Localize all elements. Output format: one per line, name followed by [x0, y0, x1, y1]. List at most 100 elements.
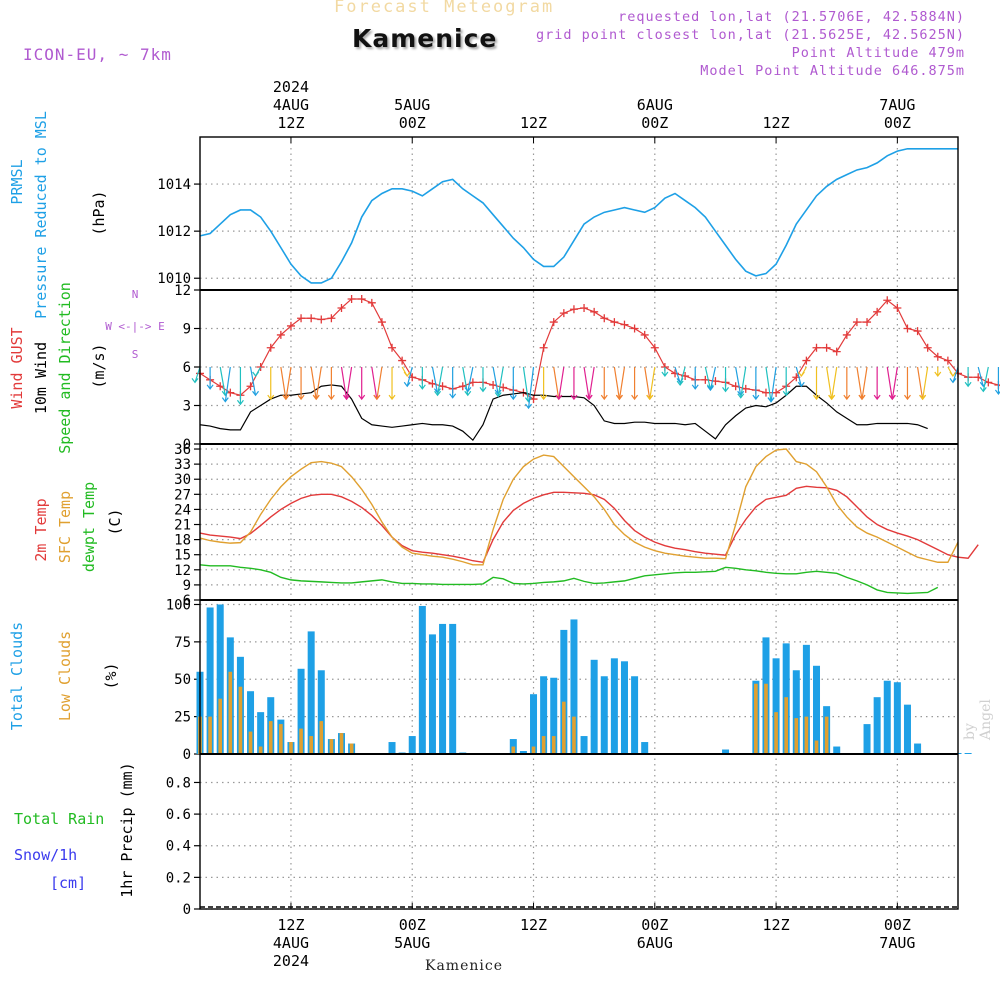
wind-arrow — [661, 367, 669, 377]
total-cloud-bar — [792, 670, 800, 754]
bottom-time-label: 7AUG — [879, 934, 915, 952]
wind-gust-point — [610, 318, 619, 327]
bottom-time-label: 12Z — [520, 916, 547, 934]
y-tick-label: 6 — [183, 593, 191, 609]
grid-point: grid point closest lon,lat (21.5625E, 42… — [535, 27, 965, 43]
model-altitude: Model Point Altitude 646.875m — [700, 63, 965, 79]
total-cloud-bar — [600, 676, 608, 754]
bottom-time-label: 00Z — [884, 916, 911, 934]
total-cloud-bar — [439, 623, 447, 754]
wind-arrow — [555, 366, 565, 401]
wind-gust-point — [307, 314, 316, 323]
wind-arrow — [886, 366, 896, 401]
wind-arrow — [782, 367, 790, 397]
total-cloud-bar — [873, 697, 881, 754]
wind-arrow — [994, 367, 1000, 395]
wind-gust-point — [377, 318, 386, 327]
low-cloud-bar — [319, 721, 324, 754]
pressure-unit-label: (hPa) — [90, 190, 108, 235]
total-cloud-bar — [580, 736, 588, 754]
wind-arrow — [418, 367, 426, 390]
total-cloud-bar — [772, 658, 780, 754]
bottom-location: Kamenice — [425, 958, 503, 974]
low-cloud-bar — [329, 739, 334, 754]
wind-speed-dir-label: Speed and Direction — [56, 282, 74, 454]
y-tick-label: 50 — [174, 672, 191, 688]
wind-gust-point — [458, 382, 467, 391]
y-tick-label: 27 — [174, 487, 191, 503]
wind-gust-point — [600, 314, 609, 323]
y-tick-label: 15 — [174, 548, 191, 564]
low-cloud-bar — [814, 740, 819, 754]
y-tick-label: 1014 — [157, 177, 191, 193]
temp-dewpt-label: dewpt Temp — [80, 482, 98, 572]
total-cloud-bar — [550, 677, 558, 754]
wind-gust-point — [590, 307, 599, 316]
panel-wind: 0 3 6 9 12 — [174, 283, 958, 453]
dewpt-temp-line — [199, 564, 939, 595]
y-tick-label: 0 — [183, 747, 191, 763]
total-cloud-bar — [610, 658, 618, 754]
top-time-label: 00Z — [641, 114, 668, 132]
wind-arrow — [267, 367, 275, 401]
top-time-label: 2024 — [273, 78, 309, 96]
y-tick-label: 18 — [174, 533, 191, 549]
wind-arrow — [704, 366, 714, 390]
y-tick-label: 12 — [174, 563, 191, 579]
wind-10m-label: 10m Wind — [32, 342, 50, 414]
wind-gust-point — [761, 388, 770, 397]
wind-arrow — [312, 366, 322, 401]
wind-arrow — [706, 366, 717, 392]
y-tick-label: 36 — [174, 442, 191, 458]
wind-arrow — [434, 366, 444, 397]
total-rain-label: Total Rain — [14, 810, 104, 828]
compass-south: S — [132, 348, 139, 361]
low-cloud-bar — [764, 683, 768, 754]
wind-gust-point — [812, 343, 821, 352]
wind-gust-point — [499, 383, 508, 392]
time-grid — [290, 137, 898, 909]
wind-gust-point — [731, 382, 740, 391]
prmsl-long-label: Pressure Reduced to MSL — [32, 111, 50, 319]
wind-gust-point — [772, 388, 781, 397]
location-title: Kamenice — [352, 24, 498, 53]
low-cloud-bar — [218, 698, 223, 754]
bottom-time-label: 6AUG — [637, 934, 673, 952]
wind-arrow — [676, 366, 686, 386]
wind-arrow — [949, 366, 959, 384]
total-cloud-bar — [428, 634, 436, 754]
clouds-unit-label: (%) — [102, 662, 120, 689]
wind-gust-point — [297, 314, 306, 323]
snow-label: Snow/1h — [14, 846, 77, 864]
wind-gust-point — [317, 315, 326, 324]
wind-gust-point — [438, 382, 447, 391]
y-tick-label: 9 — [183, 578, 191, 594]
wind-gust-point — [367, 298, 376, 307]
total-cloud-bar — [833, 746, 841, 754]
y-tick-label: 0.8 — [166, 775, 191, 791]
wind-arrow — [797, 366, 807, 377]
wind-arrow — [856, 366, 866, 401]
wind-gust-point — [842, 330, 851, 339]
total-cloud-bar — [722, 749, 730, 754]
y-tick-label: 25 — [174, 710, 191, 726]
wind-arrow — [373, 366, 383, 401]
wind-gust-label: Wind GUST — [8, 327, 26, 408]
temp-unit-label: (C) — [106, 508, 124, 535]
wind-gust-point — [852, 318, 861, 327]
wind-arrow — [858, 366, 868, 401]
wind-arrow — [828, 366, 838, 401]
wind-arrow — [280, 366, 290, 401]
wind-gust-point — [994, 380, 1000, 389]
y-tick-label: 0 — [183, 902, 191, 918]
y-tick-label: 30 — [174, 472, 191, 488]
wind-arrow — [737, 366, 747, 399]
wind-gust-point — [337, 303, 346, 312]
wind-arrow — [464, 366, 474, 393]
y-tick-label: 3 — [183, 399, 191, 415]
wind-arrow — [191, 366, 201, 384]
wind-gust-point — [943, 356, 952, 365]
wind-arrow — [522, 366, 532, 403]
total-cloud-bar — [530, 694, 538, 754]
wind-gust-point — [822, 343, 831, 352]
